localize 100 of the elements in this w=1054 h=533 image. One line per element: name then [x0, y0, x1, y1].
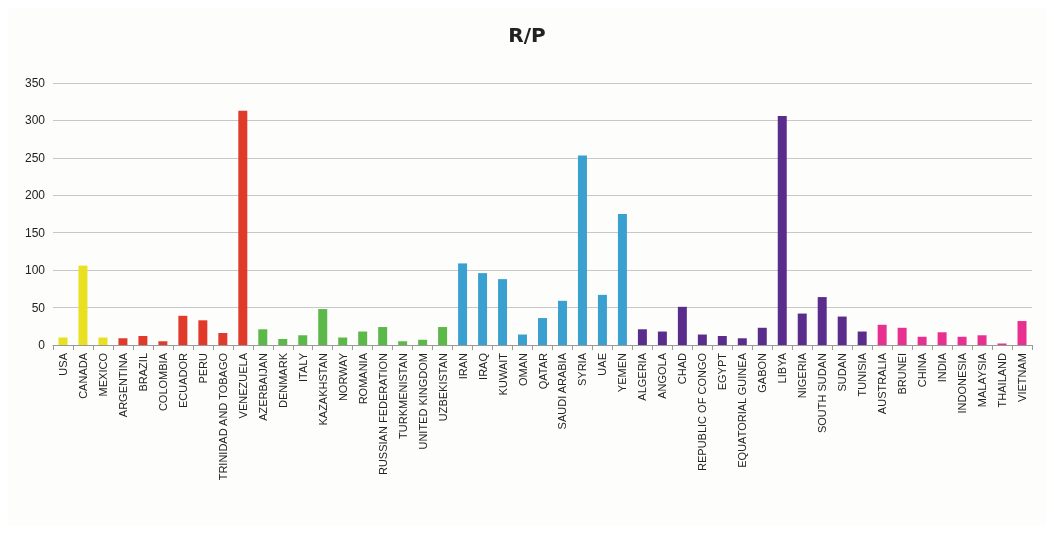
x-tick-label: GABON [756, 352, 769, 393]
x-tick-label: PERU [196, 352, 209, 384]
x-tick-label: BRUNEI [896, 353, 909, 395]
bar [158, 341, 168, 345]
bar [418, 339, 428, 345]
bar [338, 337, 348, 345]
x-tick-label: ALGERIA [636, 352, 649, 401]
bar [857, 331, 867, 345]
x-tick-label: BRAZIL [136, 353, 149, 392]
bar [717, 336, 727, 345]
bar [657, 331, 667, 345]
bar [1017, 321, 1027, 345]
x-tick-label: UNITED KINGDOM [416, 353, 429, 450]
bar [617, 214, 627, 345]
x-tick-label: INDONESIA [956, 352, 969, 414]
bar [498, 279, 508, 345]
bar [458, 263, 468, 345]
bar [577, 155, 587, 345]
x-tick-label: MEXICO [96, 352, 109, 397]
bar [897, 327, 907, 345]
x-tick-label: AZERBAIJAN [256, 352, 269, 421]
bar [957, 336, 967, 345]
x-tick-label: ECUADOR [176, 352, 189, 409]
bar [777, 115, 787, 345]
bar [298, 335, 308, 345]
bar [358, 331, 368, 345]
x-tick-label: KAZAKHSTAN [316, 352, 329, 426]
y-tick-label: 150 [24, 225, 46, 240]
bar [378, 327, 388, 345]
bar [837, 316, 847, 345]
x-tick-label: LIBYA [776, 352, 789, 384]
x-tick-label: DENMARK [276, 352, 289, 409]
x-tick-label: SOUTH SUDAN [816, 352, 829, 434]
x-tick-label: NIGERIA [796, 352, 809, 399]
x-tick-label: INDIA [936, 352, 949, 383]
x-tick-label: SYRIA [576, 352, 589, 387]
y-tick-label: 350 [24, 76, 46, 90]
x-tick-label: TUNISIA [856, 352, 869, 397]
x-tick-label: IRAN [456, 352, 469, 380]
bar [637, 329, 647, 345]
bar [438, 327, 448, 345]
x-tick-label: USA [56, 352, 69, 376]
bar [278, 339, 288, 345]
x-tick-label: CHAD [676, 352, 689, 385]
x-tick-label: EQUATORIAL GUINEA [736, 352, 749, 468]
y-tick-label: 100 [24, 263, 46, 278]
x-tick-label: AUSTRALIA [876, 352, 889, 415]
bar [178, 315, 188, 345]
x-tick-label: ANGOLA [656, 352, 669, 399]
x-tick-label: OMAN [516, 352, 529, 386]
x-tick-label: THAILAND [996, 352, 1009, 408]
x-tick-label: CHINA [916, 352, 929, 388]
y-tick-label: 200 [24, 188, 46, 203]
x-tick-label: UZBEKISTAN [436, 352, 449, 422]
y-tick-label: 250 [24, 150, 46, 165]
chart-title: R/P [508, 23, 546, 47]
x-tick-label: UAE [596, 353, 609, 376]
x-tick-label: ARGENTINA [116, 352, 129, 418]
x-tick-label: REPUBLIC OF CONGO [696, 352, 709, 471]
bar [118, 338, 128, 345]
bar [478, 273, 488, 345]
x-tick-label: RUSSIAN FEDERATION [376, 352, 389, 476]
x-tick-label: EGYPT [716, 352, 729, 391]
bar [557, 300, 567, 345]
bar [917, 336, 927, 345]
x-tick-label: TRINIDAD AND TOBAGO [216, 352, 229, 481]
bar [877, 324, 887, 345]
bar [937, 332, 947, 345]
x-tick-label: ITALY [296, 352, 309, 382]
x-tick-label: COLOMBIA [156, 352, 169, 412]
bar [198, 320, 208, 345]
bar [538, 318, 547, 345]
y-tick-label: 300 [24, 113, 46, 128]
bar [78, 265, 88, 345]
x-tick-label: KUWAIT [496, 352, 509, 396]
x-tick-label: QATAR [536, 352, 549, 390]
x-tick-label: CANADA [76, 352, 89, 399]
bar [258, 329, 268, 345]
bar [518, 334, 528, 345]
x-tick-label: ROMANIA [356, 352, 369, 405]
bar [318, 309, 328, 345]
x-tick-label: VIETNAM [1016, 353, 1029, 402]
x-tick-label: NORWAY [336, 352, 349, 402]
x-tick-label: IRAQ [476, 352, 489, 380]
bar [98, 337, 108, 345]
y-tick-label: 50 [31, 300, 46, 315]
bar [757, 327, 767, 345]
bar [58, 337, 68, 345]
bar [238, 110, 248, 345]
x-tick-label: SUDAN [836, 352, 849, 392]
bar [817, 297, 827, 345]
bar [138, 336, 148, 345]
x-tick-label: MALAYSIA [976, 352, 989, 408]
x-tick-label: TURKMENISTAN [396, 352, 409, 439]
bar [677, 306, 687, 345]
bar [977, 335, 987, 345]
bar [697, 334, 707, 345]
x-tick-label: VENEZUELA [236, 352, 249, 419]
bar [398, 341, 408, 345]
x-tick-label: SAUDI ARABIA [556, 352, 569, 430]
